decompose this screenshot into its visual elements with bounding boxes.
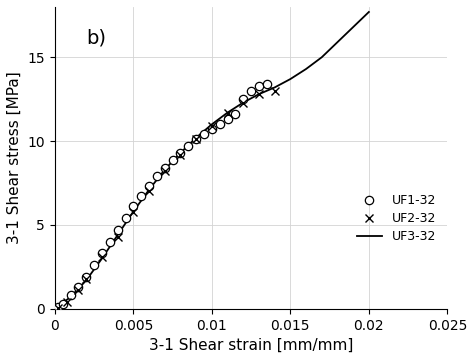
UF3-32 <box>288 77 293 81</box>
UF2-32 <box>272 89 277 93</box>
UF1-32 <box>68 293 73 297</box>
UF2-32 <box>225 111 230 115</box>
UF1-32 <box>233 112 238 116</box>
UF1-32 <box>256 84 262 88</box>
UF2-32 <box>115 234 120 239</box>
UF1-32 <box>123 216 128 220</box>
UF1-32 <box>185 144 191 148</box>
UF1-32 <box>99 251 105 256</box>
UF1-32 <box>107 239 113 244</box>
UF3-32 <box>162 167 168 172</box>
UF1-32 <box>178 151 183 155</box>
UF1-32 <box>248 89 254 93</box>
UF1-32 <box>91 263 97 267</box>
UF1-32 <box>83 275 89 279</box>
UF2-32 <box>55 306 61 310</box>
UF3-32 <box>256 92 262 96</box>
UF3-32 <box>366 10 372 14</box>
UF2-32 <box>256 92 262 96</box>
UF1-32 <box>154 174 160 179</box>
UF1-32 <box>138 194 144 199</box>
UF2-32 <box>64 300 70 304</box>
UF1-32 <box>60 302 65 306</box>
Line: UF2-32: UF2-32 <box>54 87 279 312</box>
Line: UF3-32: UF3-32 <box>55 12 369 309</box>
UF1-32 <box>264 82 270 86</box>
UF2-32 <box>130 210 136 214</box>
UF1-32 <box>55 305 61 309</box>
UF3-32 <box>209 122 215 126</box>
UF1-32 <box>146 184 152 189</box>
UF3-32 <box>225 111 230 115</box>
UF2-32 <box>162 169 168 174</box>
UF1-32 <box>209 127 215 131</box>
UF1-32 <box>170 157 175 162</box>
UF1-32 <box>240 97 246 101</box>
UF1-32 <box>217 122 223 126</box>
Y-axis label: 3-1 Shear stress [MPa]: 3-1 Shear stress [MPa] <box>7 72 22 244</box>
UF2-32 <box>178 152 183 157</box>
UF3-32 <box>178 151 183 155</box>
UF2-32 <box>75 288 81 292</box>
UF3-32 <box>350 25 356 29</box>
UF2-32 <box>193 137 199 141</box>
UF1-32 <box>130 204 136 209</box>
UF2-32 <box>146 189 152 194</box>
UF3-32 <box>52 307 58 311</box>
UF3-32 <box>130 210 136 214</box>
UF3-32 <box>272 85 277 90</box>
UF3-32 <box>146 188 152 192</box>
UF2-32 <box>209 124 215 128</box>
UF1-32 <box>193 137 199 141</box>
UF1-32 <box>225 117 230 121</box>
UF3-32 <box>115 233 120 237</box>
UF2-32 <box>83 276 89 281</box>
Line: UF1-32: UF1-32 <box>54 80 271 311</box>
UF3-32 <box>193 136 199 140</box>
UF3-32 <box>83 278 89 283</box>
Text: b): b) <box>86 28 106 47</box>
UF1-32 <box>115 228 120 232</box>
UF3-32 <box>99 256 105 261</box>
Legend: UF1-32, UF2-32, UF3-32: UF1-32, UF2-32, UF3-32 <box>352 189 441 248</box>
X-axis label: 3-1 Shear strain [mm/mm]: 3-1 Shear strain [mm/mm] <box>149 338 353 353</box>
UF1-32 <box>201 132 207 136</box>
UF3-32 <box>68 295 73 299</box>
UF3-32 <box>335 40 340 44</box>
UF2-32 <box>240 100 246 105</box>
UF1-32 <box>75 285 81 289</box>
UF2-32 <box>99 255 105 259</box>
UF3-32 <box>303 67 309 71</box>
UF1-32 <box>162 166 168 170</box>
UF3-32 <box>319 55 325 59</box>
UF3-32 <box>240 100 246 105</box>
